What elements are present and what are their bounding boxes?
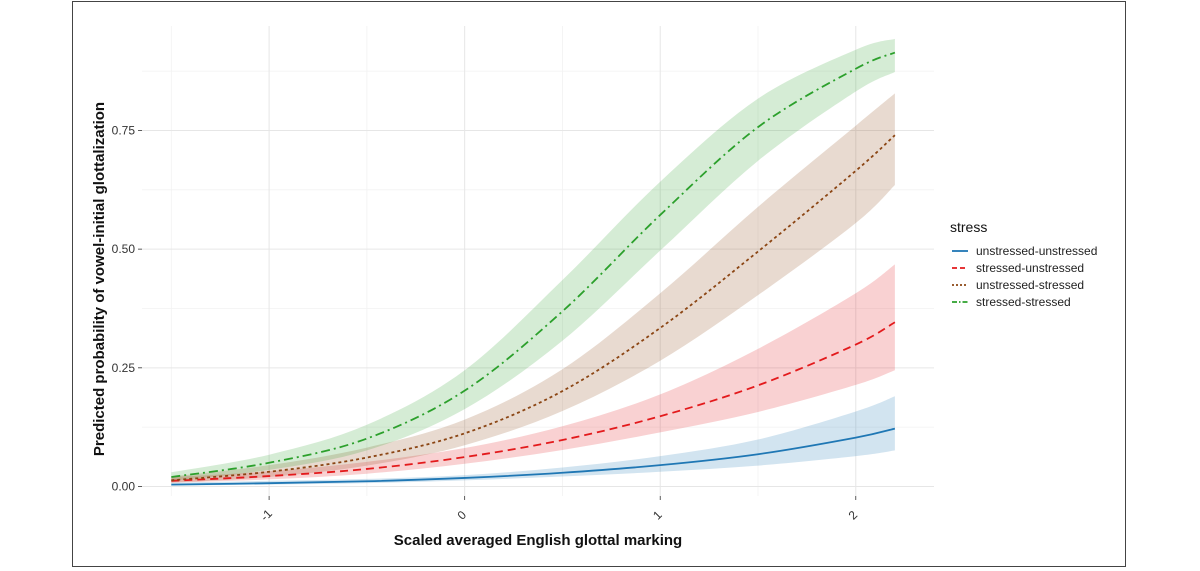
y-tick-label: 0.25 (112, 361, 136, 375)
legend-label-stressed-unstressed: stressed-unstressed (976, 261, 1084, 275)
legend-label-unstressed-stressed: unstressed-stressed (976, 278, 1084, 292)
ci-band-unstressed-stressed (171, 93, 895, 483)
ci-band-unstressed-unstressed (171, 396, 895, 486)
x-tick-label: 2 (846, 508, 861, 523)
y-tick-label: 0.00 (112, 480, 136, 494)
y-axis-ticks: 0.00 0.25 0.50 0.75 (112, 123, 142, 494)
legend: stress unstressed-unstressed stressed-uns… (950, 219, 1097, 309)
series-line-unstressed-stressed (171, 134, 896, 482)
series-line-stressed-unstressed (171, 321, 896, 482)
legend-label-unstressed-unstressed: unstressed-unstressed (976, 244, 1097, 258)
series-line-stressed-stressed (171, 51, 896, 478)
x-tick-label: -1 (258, 506, 276, 524)
y-axis-title: Predicted probability of vowel-initial g… (91, 102, 108, 456)
x-tick-label: 0 (455, 508, 470, 523)
series-lines (171, 51, 896, 486)
confidence-bands (171, 38, 895, 486)
x-axis-title: Scaled averaged English glottal marking (394, 532, 682, 549)
legend-title: stress (950, 219, 987, 235)
y-tick-label: 0.75 (112, 123, 136, 137)
figure-frame (72, 1, 1126, 567)
legend-label-stressed-stressed: stressed-stressed (976, 295, 1071, 309)
x-tick-label: 1 (650, 508, 665, 523)
gridlines (142, 26, 934, 496)
x-axis-ticks: -1 0 1 2 (258, 496, 861, 524)
ci-band-stressed-unstressed (171, 264, 895, 483)
y-tick-label: 0.50 (112, 242, 136, 256)
series-line-unstressed-unstressed (171, 427, 896, 486)
ci-band-stressed-stressed (171, 38, 895, 481)
